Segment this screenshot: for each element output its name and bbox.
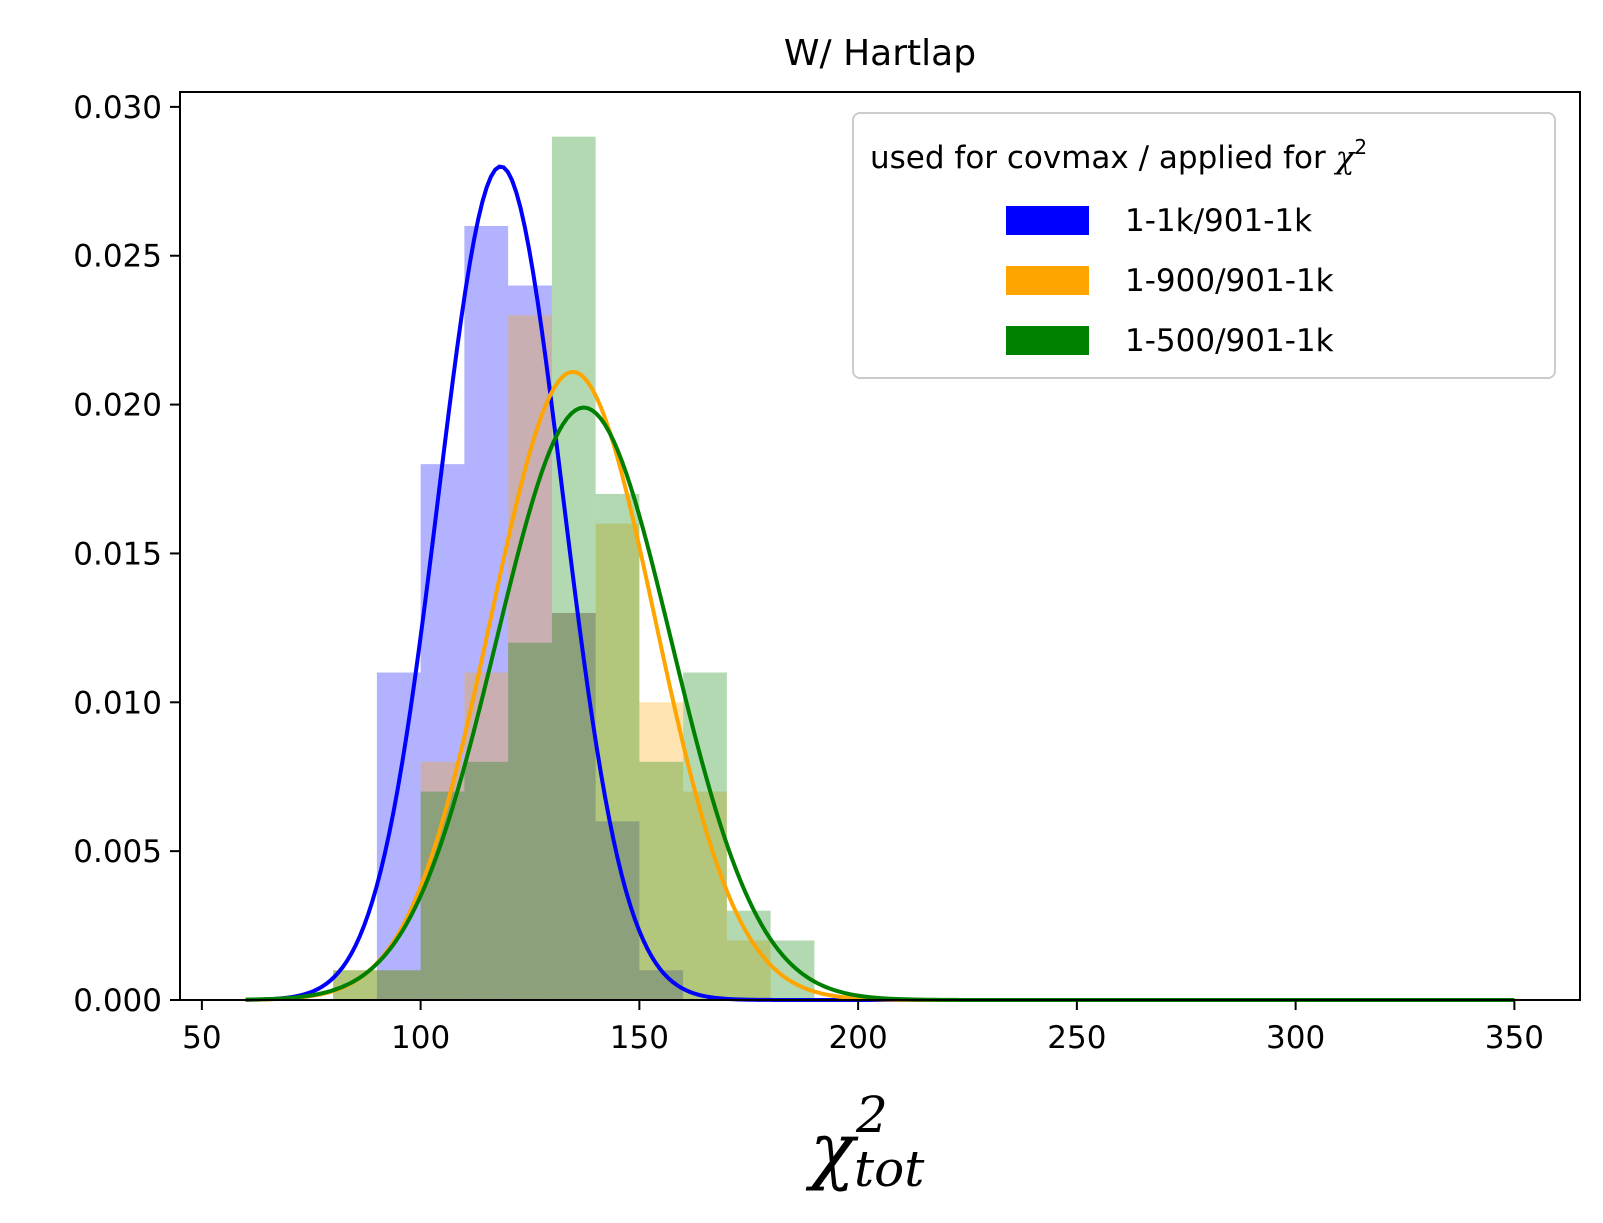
histogram-bar xyxy=(595,493,640,1000)
histogram-bar xyxy=(464,761,509,1000)
histogram-bar xyxy=(376,970,421,1000)
histogram-bar xyxy=(376,970,421,1000)
histogram-bar xyxy=(508,642,552,1000)
y-tick-label: 0.025 xyxy=(73,239,162,275)
axes-frame xyxy=(179,91,1581,1001)
histogram-bar xyxy=(726,940,771,1000)
legend-swatch xyxy=(1006,266,1089,295)
plot-area xyxy=(245,136,1515,1002)
legend-label: 1-900/901-1k xyxy=(1125,263,1334,299)
histogram-bar xyxy=(683,672,727,1000)
histogram-bar xyxy=(508,315,552,1000)
legend: used for covmax / applied for χ2 1-1k/90… xyxy=(852,112,1556,379)
histogram-bar xyxy=(333,970,377,1000)
x-axis-label: χ 2 tot xyxy=(805,1086,925,1198)
legend-frame xyxy=(852,112,1556,379)
y-tick-label: 0.000 xyxy=(73,983,162,1019)
histogram-bar xyxy=(464,225,509,1000)
x-axis: 50 100 150 200 250 300 350 xyxy=(182,1000,1544,1056)
legend-title: used for covmax / applied for χ2 xyxy=(870,135,1367,176)
histogram-bar xyxy=(639,761,684,1000)
legend-swatch xyxy=(1006,326,1089,355)
x-tick-label: 150 xyxy=(610,1020,669,1056)
histogram-bar xyxy=(376,672,421,1000)
legend-title-symbol: χ xyxy=(1334,140,1357,176)
x-tick-label: 200 xyxy=(829,1020,888,1056)
x-axis-label-superscript: 2 xyxy=(855,1086,888,1144)
x-tick-label: 350 xyxy=(1485,1020,1544,1056)
legend-title-superscript: 2 xyxy=(1354,135,1367,159)
x-tick-label: 50 xyxy=(182,1020,221,1056)
chart-title: W/ Hartlap xyxy=(784,33,976,74)
y-tick-label: 0.015 xyxy=(73,536,162,572)
legend-title-text: used for covmax / applied for xyxy=(870,140,1336,176)
histogram-bar xyxy=(420,464,465,1001)
x-tick-label: 100 xyxy=(391,1020,450,1056)
legend-swatch xyxy=(1006,206,1089,235)
y-tick-label: 0.010 xyxy=(73,685,162,721)
histogram-bar xyxy=(595,523,640,1000)
histogram-bar xyxy=(464,672,509,1000)
x-axis-label-subscript: tot xyxy=(854,1140,925,1198)
x-axis-label-base: χ xyxy=(805,1107,859,1193)
series-bars-1 xyxy=(376,225,684,1001)
y-tick-label: 0.005 xyxy=(73,834,162,870)
histogram-bar xyxy=(333,970,377,1000)
x-tick-label: 300 xyxy=(1266,1020,1325,1056)
y-tick-label: 0.020 xyxy=(73,388,162,424)
legend-label: 1-1k/901-1k xyxy=(1125,203,1312,239)
x-tick-label: 250 xyxy=(1047,1020,1106,1056)
y-tick-label: 0.030 xyxy=(73,90,162,126)
legend-label: 1-500/901-1k xyxy=(1125,323,1334,359)
y-axis: 0.000 0.005 0.010 0.015 0.020 0.025 0.030 xyxy=(73,90,180,1019)
legend-entries: 1-1k/901-1k 1-900/901-1k 1-500/901-1k xyxy=(1006,203,1334,359)
